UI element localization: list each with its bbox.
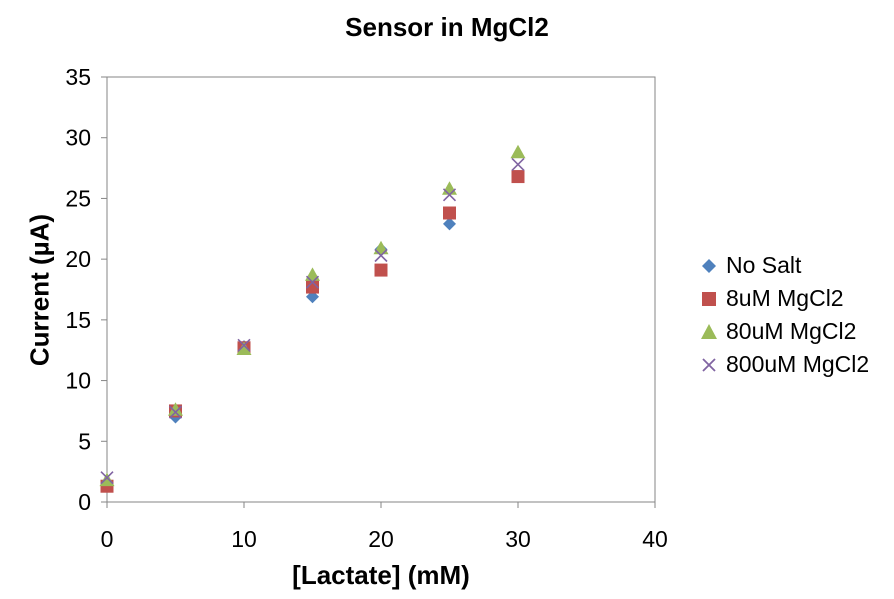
y-tick-label: 0 — [78, 489, 91, 515]
x-tick-label: 10 — [231, 526, 257, 552]
legend-label: 800uM MgCl2 — [726, 351, 870, 377]
x-tick-label: 40 — [642, 526, 668, 552]
legend-label: 80uM MgCl2 — [726, 318, 857, 344]
data-point-series-4 — [511, 157, 525, 171]
y-tick-label: 5 — [78, 428, 91, 454]
y-tick-label: 25 — [65, 185, 91, 211]
legend: No Salt 8uM MgCl2 80uM MgCl2 800uM MgCl2 — [700, 250, 869, 382]
data-point-series-1 — [443, 217, 456, 231]
legend-label: No Salt — [726, 252, 802, 278]
x-tick-label: 20 — [368, 526, 394, 552]
y-tick-label: 10 — [65, 368, 91, 394]
plot-frame — [106, 76, 656, 503]
data-point-series-3 — [510, 144, 526, 159]
data-point-series-3 — [168, 402, 183, 416]
data-point-series-2 — [511, 170, 525, 184]
data-point-series-3 — [373, 240, 389, 255]
data-point-series-2 — [443, 206, 456, 220]
y-tick-label: 15 — [65, 307, 91, 333]
data-point-series-4 — [100, 471, 114, 485]
x-axis-label: [Lactate] (mM) — [292, 560, 470, 590]
legend-label: 8uM MgCl2 — [726, 285, 844, 311]
x-tick-label: 30 — [505, 526, 531, 552]
legend-item-4: 800uM MgCl2 — [700, 349, 869, 380]
y-tick-label: 35 — [65, 64, 91, 90]
x-tick-label: 0 — [101, 526, 114, 552]
legend-item-2: 8uM MgCl2 — [700, 283, 869, 314]
legend-item-3: 80uM MgCl2 — [700, 316, 869, 347]
data-point-series-3 — [236, 341, 252, 355]
data-point-series-4 — [237, 338, 251, 352]
data-point-series-3 — [305, 267, 320, 281]
y-tick-label: 30 — [65, 125, 91, 151]
legend-marker-x-icon — [700, 356, 718, 374]
data-point-series-4 — [374, 248, 388, 263]
y-tick-label: 20 — [65, 246, 91, 272]
data-point-series-4 — [442, 188, 457, 202]
data-point-series-3 — [99, 472, 115, 487]
legend-item-1: No Salt — [700, 250, 869, 281]
data-point-series-4 — [305, 275, 320, 289]
data-point-series-2 — [374, 263, 388, 277]
data-point-series-2 — [306, 280, 319, 294]
legend-marker-diamond-icon — [700, 257, 718, 275]
data-point-series-4 — [168, 405, 183, 419]
data-point-series-3 — [442, 181, 457, 195]
legend-marker-square-icon — [700, 290, 718, 308]
chart-title: Sensor in MgCl2 — [345, 12, 549, 42]
legend-marker-triangle-icon — [700, 323, 718, 341]
